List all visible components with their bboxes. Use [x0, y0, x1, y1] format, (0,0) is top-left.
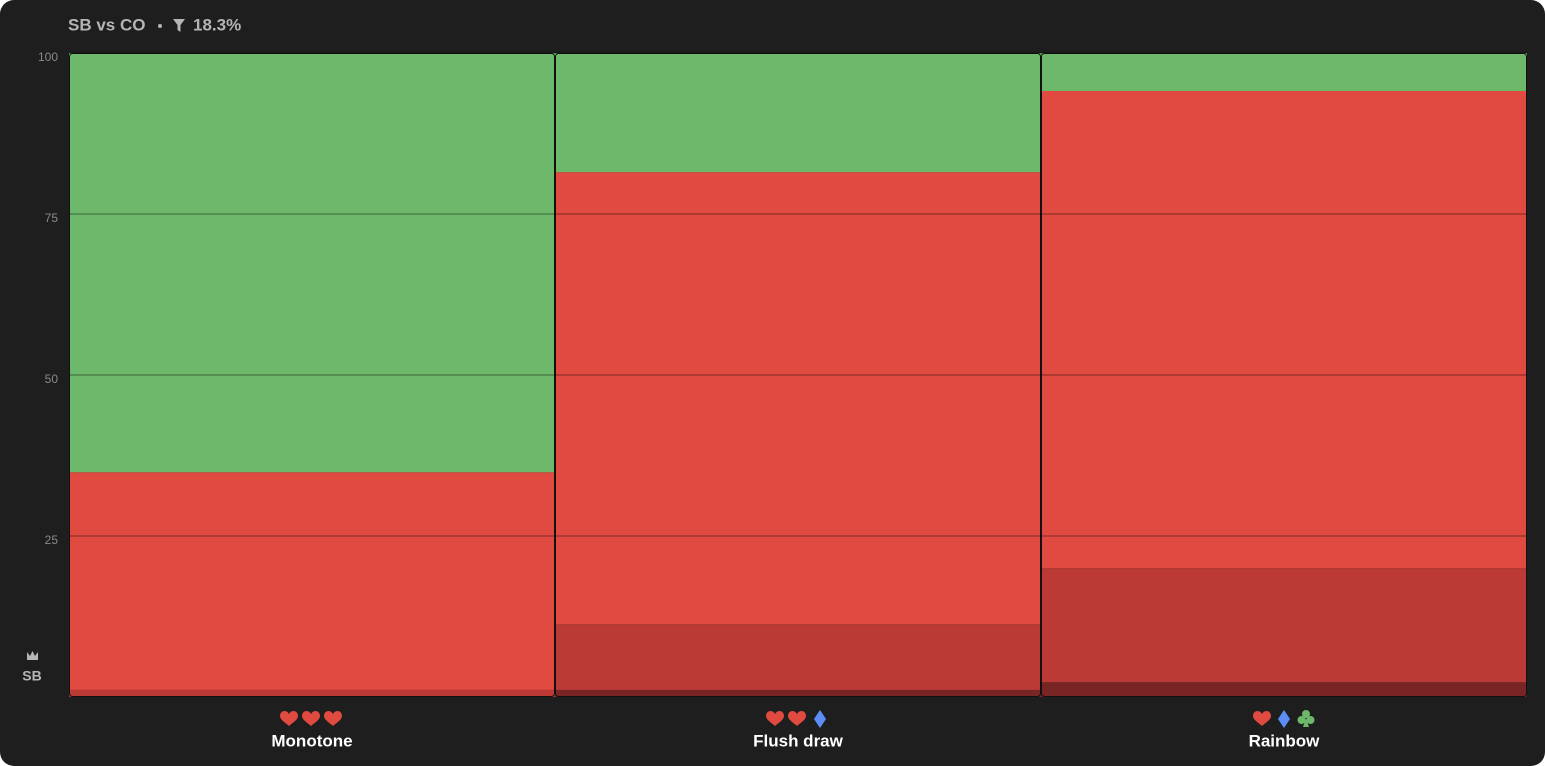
crown-icon — [27, 651, 38, 660]
x-tick-label: Rainbow — [1249, 731, 1321, 750]
bar-outline — [1041, 53, 1527, 697]
y-tick-label: 100 — [38, 50, 58, 64]
bar-outline — [555, 53, 1041, 697]
bar-segment — [69, 472, 555, 690]
bar-segment — [69, 689, 555, 697]
bar-segment — [1041, 90, 1527, 569]
bar-segment — [555, 689, 1041, 697]
bar-segment — [69, 53, 555, 473]
filter-value: 18.3% — [193, 15, 241, 34]
separator-dot — [158, 24, 162, 28]
x-tick-label: Flush draw — [753, 731, 844, 750]
y-tick-label: 25 — [45, 533, 59, 547]
bar-segment — [555, 53, 1041, 173]
y-axis-label: SB — [22, 668, 41, 684]
filter-icon — [173, 19, 185, 32]
bar-segment — [1041, 682, 1527, 697]
bar-segment — [1041, 53, 1527, 91]
y-tick-label: 75 — [45, 211, 59, 225]
chart-title: SB vs CO — [68, 15, 145, 34]
bar-segment — [555, 624, 1041, 690]
x-tick-label: Monotone — [271, 731, 352, 750]
bar-outline — [69, 53, 555, 697]
bar-segment — [1041, 568, 1527, 683]
bar-segment — [555, 172, 1041, 625]
y-tick-label: 50 — [45, 372, 59, 386]
